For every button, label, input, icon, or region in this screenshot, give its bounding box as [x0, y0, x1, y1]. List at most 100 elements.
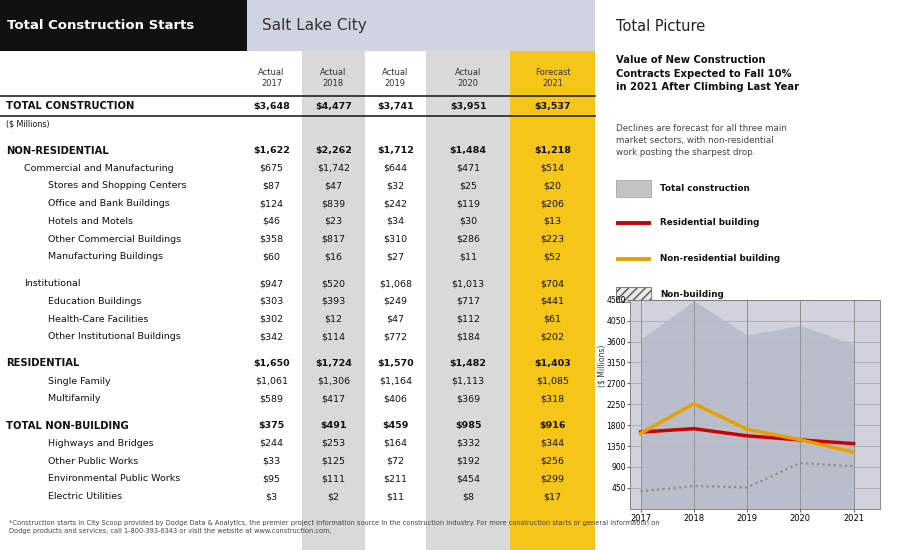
Text: $124: $124 — [259, 199, 284, 208]
Text: $3: $3 — [266, 492, 277, 501]
Text: Declines are forecast for all three main
market sectors, with non-residential
wo: Declines are forecast for all three main… — [616, 124, 788, 157]
Text: $1,164: $1,164 — [379, 377, 412, 386]
Text: $589: $589 — [259, 394, 284, 403]
Text: Non-residential building: Non-residential building — [661, 254, 780, 263]
Text: $249: $249 — [383, 297, 408, 306]
Text: Commercial and Manufacturing: Commercial and Manufacturing — [23, 164, 174, 173]
Text: $1,742: $1,742 — [317, 164, 350, 173]
Text: $644: $644 — [383, 164, 408, 173]
Text: $119: $119 — [456, 199, 481, 208]
Text: $111: $111 — [321, 474, 346, 483]
Text: Actual
2020: Actual 2020 — [455, 68, 482, 89]
Text: $2,262: $2,262 — [315, 146, 352, 155]
Text: $223: $223 — [541, 235, 564, 244]
Text: $192: $192 — [456, 456, 481, 465]
Text: Actual
2018: Actual 2018 — [320, 68, 346, 89]
Text: $211: $211 — [383, 474, 408, 483]
Text: $375: $375 — [258, 421, 284, 430]
Text: Institutional: Institutional — [23, 279, 80, 288]
Text: $3,951: $3,951 — [450, 102, 487, 111]
Text: $47: $47 — [386, 315, 404, 323]
Text: Stores and Shopping Centers: Stores and Shopping Centers — [41, 182, 186, 190]
Text: $2: $2 — [328, 492, 339, 501]
Text: $985: $985 — [454, 421, 482, 430]
Text: $3,537: $3,537 — [535, 102, 571, 111]
Text: $60: $60 — [263, 252, 281, 261]
Text: $1,061: $1,061 — [255, 377, 288, 386]
Text: $95: $95 — [263, 474, 281, 483]
Text: $947: $947 — [259, 279, 284, 288]
Text: Office and Bank Buildings: Office and Bank Buildings — [41, 199, 169, 208]
Text: $344: $344 — [541, 439, 564, 448]
Text: $27: $27 — [386, 252, 404, 261]
Text: Actual
2019: Actual 2019 — [382, 68, 409, 89]
Text: $206: $206 — [541, 199, 564, 208]
Text: $184: $184 — [456, 332, 481, 342]
Text: Electric Utilities: Electric Utilities — [41, 492, 122, 501]
Text: TOTAL NON-BUILDING: TOTAL NON-BUILDING — [6, 421, 129, 431]
Text: Education Buildings: Education Buildings — [41, 297, 141, 306]
Text: $114: $114 — [321, 332, 346, 342]
Text: $1,484: $1,484 — [450, 146, 487, 155]
Text: $772: $772 — [383, 332, 408, 342]
Text: $916: $916 — [539, 421, 566, 430]
Bar — [510, 51, 595, 550]
Text: $342: $342 — [259, 332, 284, 342]
Text: Hotels and Motels: Hotels and Motels — [41, 217, 132, 226]
Text: Multifamily: Multifamily — [41, 394, 100, 403]
Text: $318: $318 — [541, 394, 564, 403]
Text: $30: $30 — [459, 217, 477, 226]
Text: NON-RESIDENTIAL: NON-RESIDENTIAL — [6, 146, 109, 156]
Text: $839: $839 — [321, 199, 346, 208]
Text: Total construction: Total construction — [661, 184, 751, 193]
Text: RESIDENTIAL: RESIDENTIAL — [6, 359, 79, 369]
Text: $253: $253 — [321, 439, 346, 448]
Text: $717: $717 — [456, 297, 481, 306]
Text: $520: $520 — [321, 279, 346, 288]
Text: $46: $46 — [263, 217, 281, 226]
Text: Other Public Works: Other Public Works — [41, 456, 138, 465]
Text: $112: $112 — [456, 315, 481, 323]
Text: $1,403: $1,403 — [535, 359, 571, 368]
Text: $441: $441 — [541, 297, 564, 306]
Text: $12: $12 — [324, 315, 342, 323]
Text: Highways and Bridges: Highways and Bridges — [41, 439, 153, 448]
Text: $11: $11 — [459, 252, 477, 261]
Text: $33: $33 — [263, 456, 281, 465]
Text: Total Picture: Total Picture — [616, 19, 706, 34]
Text: $459: $459 — [382, 421, 409, 430]
Text: $164: $164 — [383, 439, 408, 448]
Text: Value of New Construction
Contracts Expected to Fall 10%
in 2021 After Climbing : Value of New Construction Contracts Expe… — [616, 55, 799, 92]
Text: $1,712: $1,712 — [377, 146, 414, 155]
Text: $471: $471 — [456, 164, 481, 173]
Text: $3,741: $3,741 — [377, 102, 414, 111]
Bar — [426, 51, 510, 550]
Text: $1,650: $1,650 — [253, 359, 290, 368]
Text: Actual
2017: Actual 2017 — [258, 68, 284, 89]
Text: Other Commercial Buildings: Other Commercial Buildings — [41, 235, 181, 244]
Text: $1,570: $1,570 — [377, 359, 414, 368]
Text: $454: $454 — [456, 474, 481, 483]
Text: $302: $302 — [259, 315, 284, 323]
Text: $25: $25 — [459, 182, 477, 190]
Text: $332: $332 — [456, 439, 481, 448]
Text: $1,085: $1,085 — [536, 377, 569, 386]
Text: $1,218: $1,218 — [535, 146, 572, 155]
Bar — [247, 0, 595, 51]
Text: Non-building: Non-building — [661, 290, 725, 299]
FancyBboxPatch shape — [616, 287, 652, 302]
Text: $817: $817 — [321, 235, 346, 244]
Text: $1,113: $1,113 — [452, 377, 485, 386]
Text: Single Family: Single Family — [41, 377, 111, 386]
Text: Residential building: Residential building — [661, 218, 760, 227]
Text: $286: $286 — [456, 235, 481, 244]
Text: $242: $242 — [383, 199, 408, 208]
Text: $514: $514 — [541, 164, 564, 173]
Text: Environmental Public Works: Environmental Public Works — [41, 474, 180, 483]
Text: $675: $675 — [259, 164, 284, 173]
Text: Other Institutional Buildings: Other Institutional Buildings — [41, 332, 180, 342]
Text: $1,482: $1,482 — [450, 359, 487, 368]
Text: Salt Lake City: Salt Lake City — [262, 18, 366, 33]
Text: Health-Care Facilities: Health-Care Facilities — [41, 315, 148, 323]
Text: $417: $417 — [321, 394, 346, 403]
